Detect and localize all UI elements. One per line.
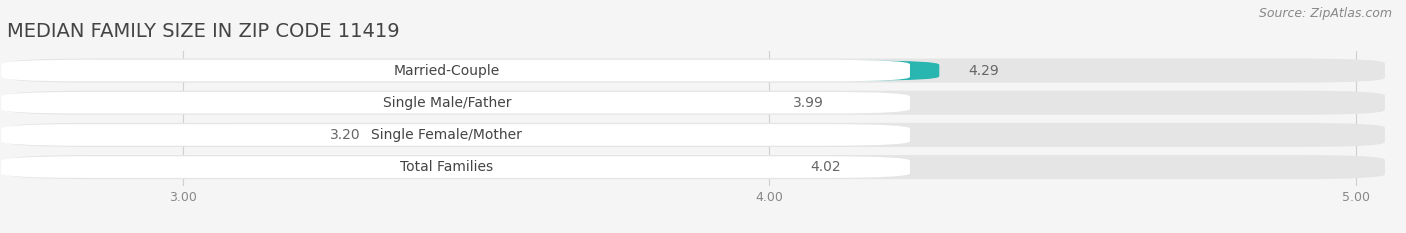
FancyBboxPatch shape <box>7 93 763 113</box>
FancyBboxPatch shape <box>7 58 1385 83</box>
Text: 4.02: 4.02 <box>810 160 841 174</box>
Text: Single Male/Father: Single Male/Father <box>382 96 510 110</box>
Text: Total Families: Total Families <box>401 160 494 174</box>
FancyBboxPatch shape <box>7 91 1385 115</box>
FancyBboxPatch shape <box>1 124 910 146</box>
Text: Married-Couple: Married-Couple <box>394 64 501 78</box>
FancyBboxPatch shape <box>7 157 780 177</box>
Text: MEDIAN FAMILY SIZE IN ZIP CODE 11419: MEDIAN FAMILY SIZE IN ZIP CODE 11419 <box>7 22 399 41</box>
Text: Source: ZipAtlas.com: Source: ZipAtlas.com <box>1258 7 1392 20</box>
FancyBboxPatch shape <box>1 60 910 81</box>
Text: 3.99: 3.99 <box>793 96 824 110</box>
FancyBboxPatch shape <box>1 92 910 113</box>
FancyBboxPatch shape <box>7 155 1385 179</box>
FancyBboxPatch shape <box>1 156 910 178</box>
Text: 3.20: 3.20 <box>329 128 360 142</box>
Text: Single Female/Mother: Single Female/Mother <box>371 128 522 142</box>
FancyBboxPatch shape <box>7 123 1385 147</box>
FancyBboxPatch shape <box>7 125 301 145</box>
FancyBboxPatch shape <box>7 61 939 81</box>
Text: 4.29: 4.29 <box>969 64 1000 78</box>
